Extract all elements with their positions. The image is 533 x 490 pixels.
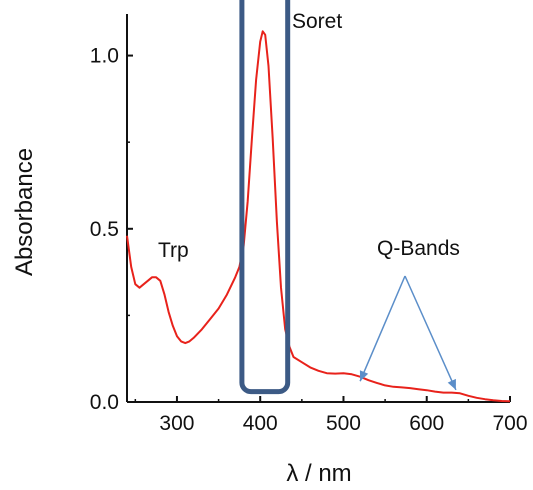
y-axis-title: Absorbance — [11, 148, 38, 276]
y-tick-label: 0.5 — [90, 218, 119, 241]
x-axis-title: λ / nm — [286, 460, 351, 487]
q-bands-arrow — [404, 275, 457, 391]
q-bands-arrow — [359, 275, 406, 382]
spectrum-line — [126, 30, 511, 403]
x-axis-ticks: 300 400 500 600 700 — [134, 396, 528, 435]
q-bands-label: Q-Bands — [377, 237, 460, 260]
trp-label: Trp — [158, 239, 189, 262]
y-axis-ticks: 0.0 0.5 1.0 — [90, 45, 133, 414]
q-bands-arrows — [359, 275, 457, 391]
x-tick-label: 600 — [409, 412, 444, 435]
x-tick-label: 500 — [326, 412, 361, 435]
soret-label: Soret — [292, 10, 342, 33]
x-tick-label: 300 — [159, 412, 194, 435]
y-tick-label: 1.0 — [90, 45, 119, 68]
soret-highlight-box — [239, 0, 291, 395]
x-tick-label: 400 — [243, 412, 278, 435]
axes — [126, 14, 510, 403]
y-tick-label: 0.0 — [90, 391, 119, 414]
x-tick-label: 700 — [492, 412, 527, 435]
